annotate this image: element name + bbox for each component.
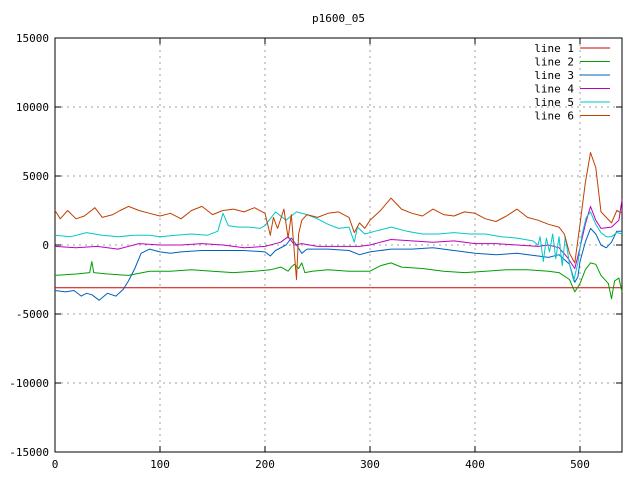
series-lines bbox=[54, 152, 623, 301]
x-tick-label: 300 bbox=[360, 458, 380, 471]
y-tick-label: 10000 bbox=[16, 101, 49, 114]
plot-border bbox=[54, 37, 623, 453]
series-line-6 bbox=[54, 152, 623, 280]
legend-label: line 3 bbox=[534, 69, 574, 82]
chart-title: p1600_05 bbox=[312, 12, 365, 25]
legend-label: line 2 bbox=[534, 56, 574, 69]
y-tick-label: -10000 bbox=[9, 377, 49, 390]
x-tick-label: 100 bbox=[150, 458, 170, 471]
series-line-4 bbox=[54, 199, 623, 269]
grid bbox=[55, 38, 622, 452]
legend-label: line 6 bbox=[534, 110, 574, 123]
x-tick-label: 200 bbox=[255, 458, 275, 471]
x-tick-label: 500 bbox=[570, 458, 590, 471]
axes: 0 100 200 300 400 500 -15000 -10000 -5000 0 5000 10… bbox=[9, 32, 623, 471]
y-tick-label: -5000 bbox=[16, 308, 49, 321]
y-tick-label: 0 bbox=[42, 239, 49, 252]
legend-label: line 5 bbox=[534, 96, 574, 109]
y-tick-label: 5000 bbox=[23, 170, 50, 183]
series-line-3 bbox=[54, 227, 622, 301]
series-line-5 bbox=[54, 211, 623, 282]
x-tick-label: 0 bbox=[52, 458, 59, 471]
y-tick-label: -15000 bbox=[9, 446, 49, 459]
y-tick-label: 15000 bbox=[16, 32, 49, 45]
x-tick-label: 400 bbox=[465, 458, 485, 471]
legend-label: line 1 bbox=[534, 42, 574, 55]
legend-label: line 4 bbox=[534, 83, 574, 96]
series-line-2 bbox=[54, 261, 623, 300]
